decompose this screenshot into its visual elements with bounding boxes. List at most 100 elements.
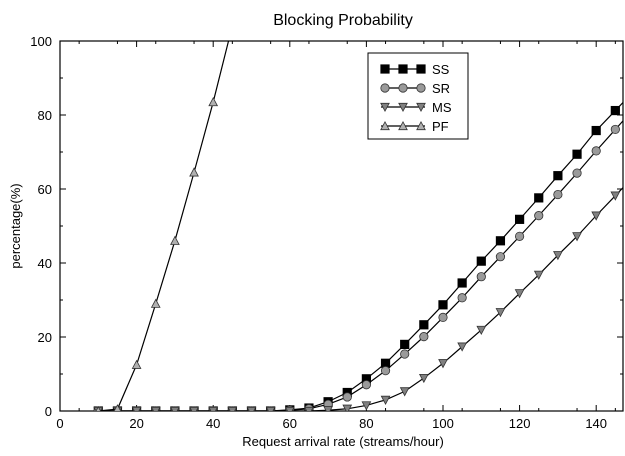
point-sr (591, 146, 601, 156)
legend-marker-sr (380, 83, 390, 93)
series-ms (93, 187, 623, 411)
point-sr (380, 366, 391, 376)
legend-marker-ms (380, 102, 390, 113)
point-ms (304, 406, 314, 411)
point-ms (342, 404, 353, 411)
y-tick-label: 60 (38, 182, 52, 197)
point-ms (457, 342, 468, 352)
point-ms (418, 373, 429, 384)
point-sr (514, 231, 525, 241)
point-sr (361, 380, 371, 390)
point-sr (457, 293, 467, 303)
point-ss (438, 300, 448, 310)
legend-marker-ss (398, 64, 408, 74)
x-tick-label: 40 (206, 416, 220, 431)
y-tick-label: 0 (45, 404, 52, 419)
legend-item-ss: SS (380, 62, 450, 77)
y-tick-label: 100 (30, 34, 52, 49)
point-pf (131, 359, 142, 369)
point-ss (572, 149, 582, 159)
point-ms (208, 406, 219, 411)
x-tick-label: 20 (129, 416, 143, 431)
series-pf (95, 41, 230, 411)
x-tick-label: 100 (432, 416, 454, 431)
point-ms (380, 395, 391, 405)
legend-item-ms: MS (380, 100, 452, 115)
point-ss (610, 105, 620, 116)
point-pf (95, 405, 101, 411)
point-ms (438, 359, 448, 369)
point-ms (533, 270, 544, 280)
point-ms (572, 232, 582, 242)
point-ms (553, 251, 563, 261)
point-sr (342, 392, 352, 402)
point-ms (189, 406, 199, 411)
point-ss (553, 171, 563, 181)
legend-marker-sr (416, 83, 426, 93)
point-ss (534, 193, 544, 203)
point-sr (572, 168, 582, 178)
point-ms (227, 406, 238, 411)
point-ms (476, 325, 487, 336)
plot-area (59, 40, 624, 412)
point-ms (399, 387, 410, 397)
plot-frame (59, 40, 624, 412)
point-sr (495, 252, 506, 262)
point-ms (361, 401, 372, 411)
legend-marker-pf (380, 120, 390, 131)
y-tick-label: 20 (38, 330, 52, 345)
point-ms (131, 406, 142, 411)
point-ms (514, 289, 525, 299)
y-tick-label: 40 (38, 256, 52, 271)
legend-label-ms: MS (432, 100, 452, 115)
x-axis-label: Request arrival rate (streams/hour) (242, 434, 444, 449)
series-line-sr (98, 120, 623, 411)
point-sr (476, 272, 486, 282)
legend-marker-sr (398, 83, 408, 93)
point-ss (419, 320, 429, 330)
legend-marker-pf (398, 120, 408, 131)
x-tick-label: 60 (283, 416, 297, 431)
point-ms (495, 308, 506, 318)
point-ms (246, 406, 257, 411)
legend-item-sr: SR (380, 81, 450, 96)
legend: SS SR MS PF (367, 52, 469, 140)
point-sr (419, 332, 429, 342)
point-ss (400, 339, 410, 350)
legend-label-sr: SR (432, 81, 450, 96)
axis-ticks: 0 20 40 60 80 100 120 140 0 20 40 60 80 100 (30, 34, 623, 431)
chart-title: Blocking Probability (273, 12, 413, 29)
point-ms (610, 191, 621, 201)
point-sr (553, 189, 563, 200)
x-tick-label: 140 (585, 416, 607, 431)
series-line-ss (98, 102, 623, 411)
legend-marker-ss (416, 64, 426, 74)
point-ms (170, 406, 180, 411)
legend-marker-ms (398, 102, 408, 113)
legend-marker-ms (416, 102, 426, 113)
x-tick-label: 0 (56, 416, 63, 431)
series-sr (93, 120, 623, 411)
legend-marker-pf (416, 120, 426, 131)
series-line-pf (98, 41, 230, 411)
point-ss (514, 214, 525, 224)
point-ms (265, 406, 276, 411)
point-ss (591, 125, 601, 136)
point-sr (534, 211, 544, 221)
y-axis-label: percentage(%) (8, 183, 23, 268)
point-pf (150, 298, 161, 308)
point-ms (323, 406, 333, 411)
legend-marker-ss (380, 64, 390, 74)
point-pf (208, 96, 219, 107)
x-tick-label: 120 (509, 416, 531, 431)
x-tick-label: 80 (359, 416, 373, 431)
series-layer (93, 41, 623, 411)
point-sr (610, 124, 620, 135)
point-ms (284, 406, 295, 411)
point-sr (438, 312, 448, 322)
point-pf (189, 167, 199, 177)
point-pf (170, 235, 180, 245)
series-line-ms (98, 187, 623, 411)
series-ss (93, 102, 623, 411)
